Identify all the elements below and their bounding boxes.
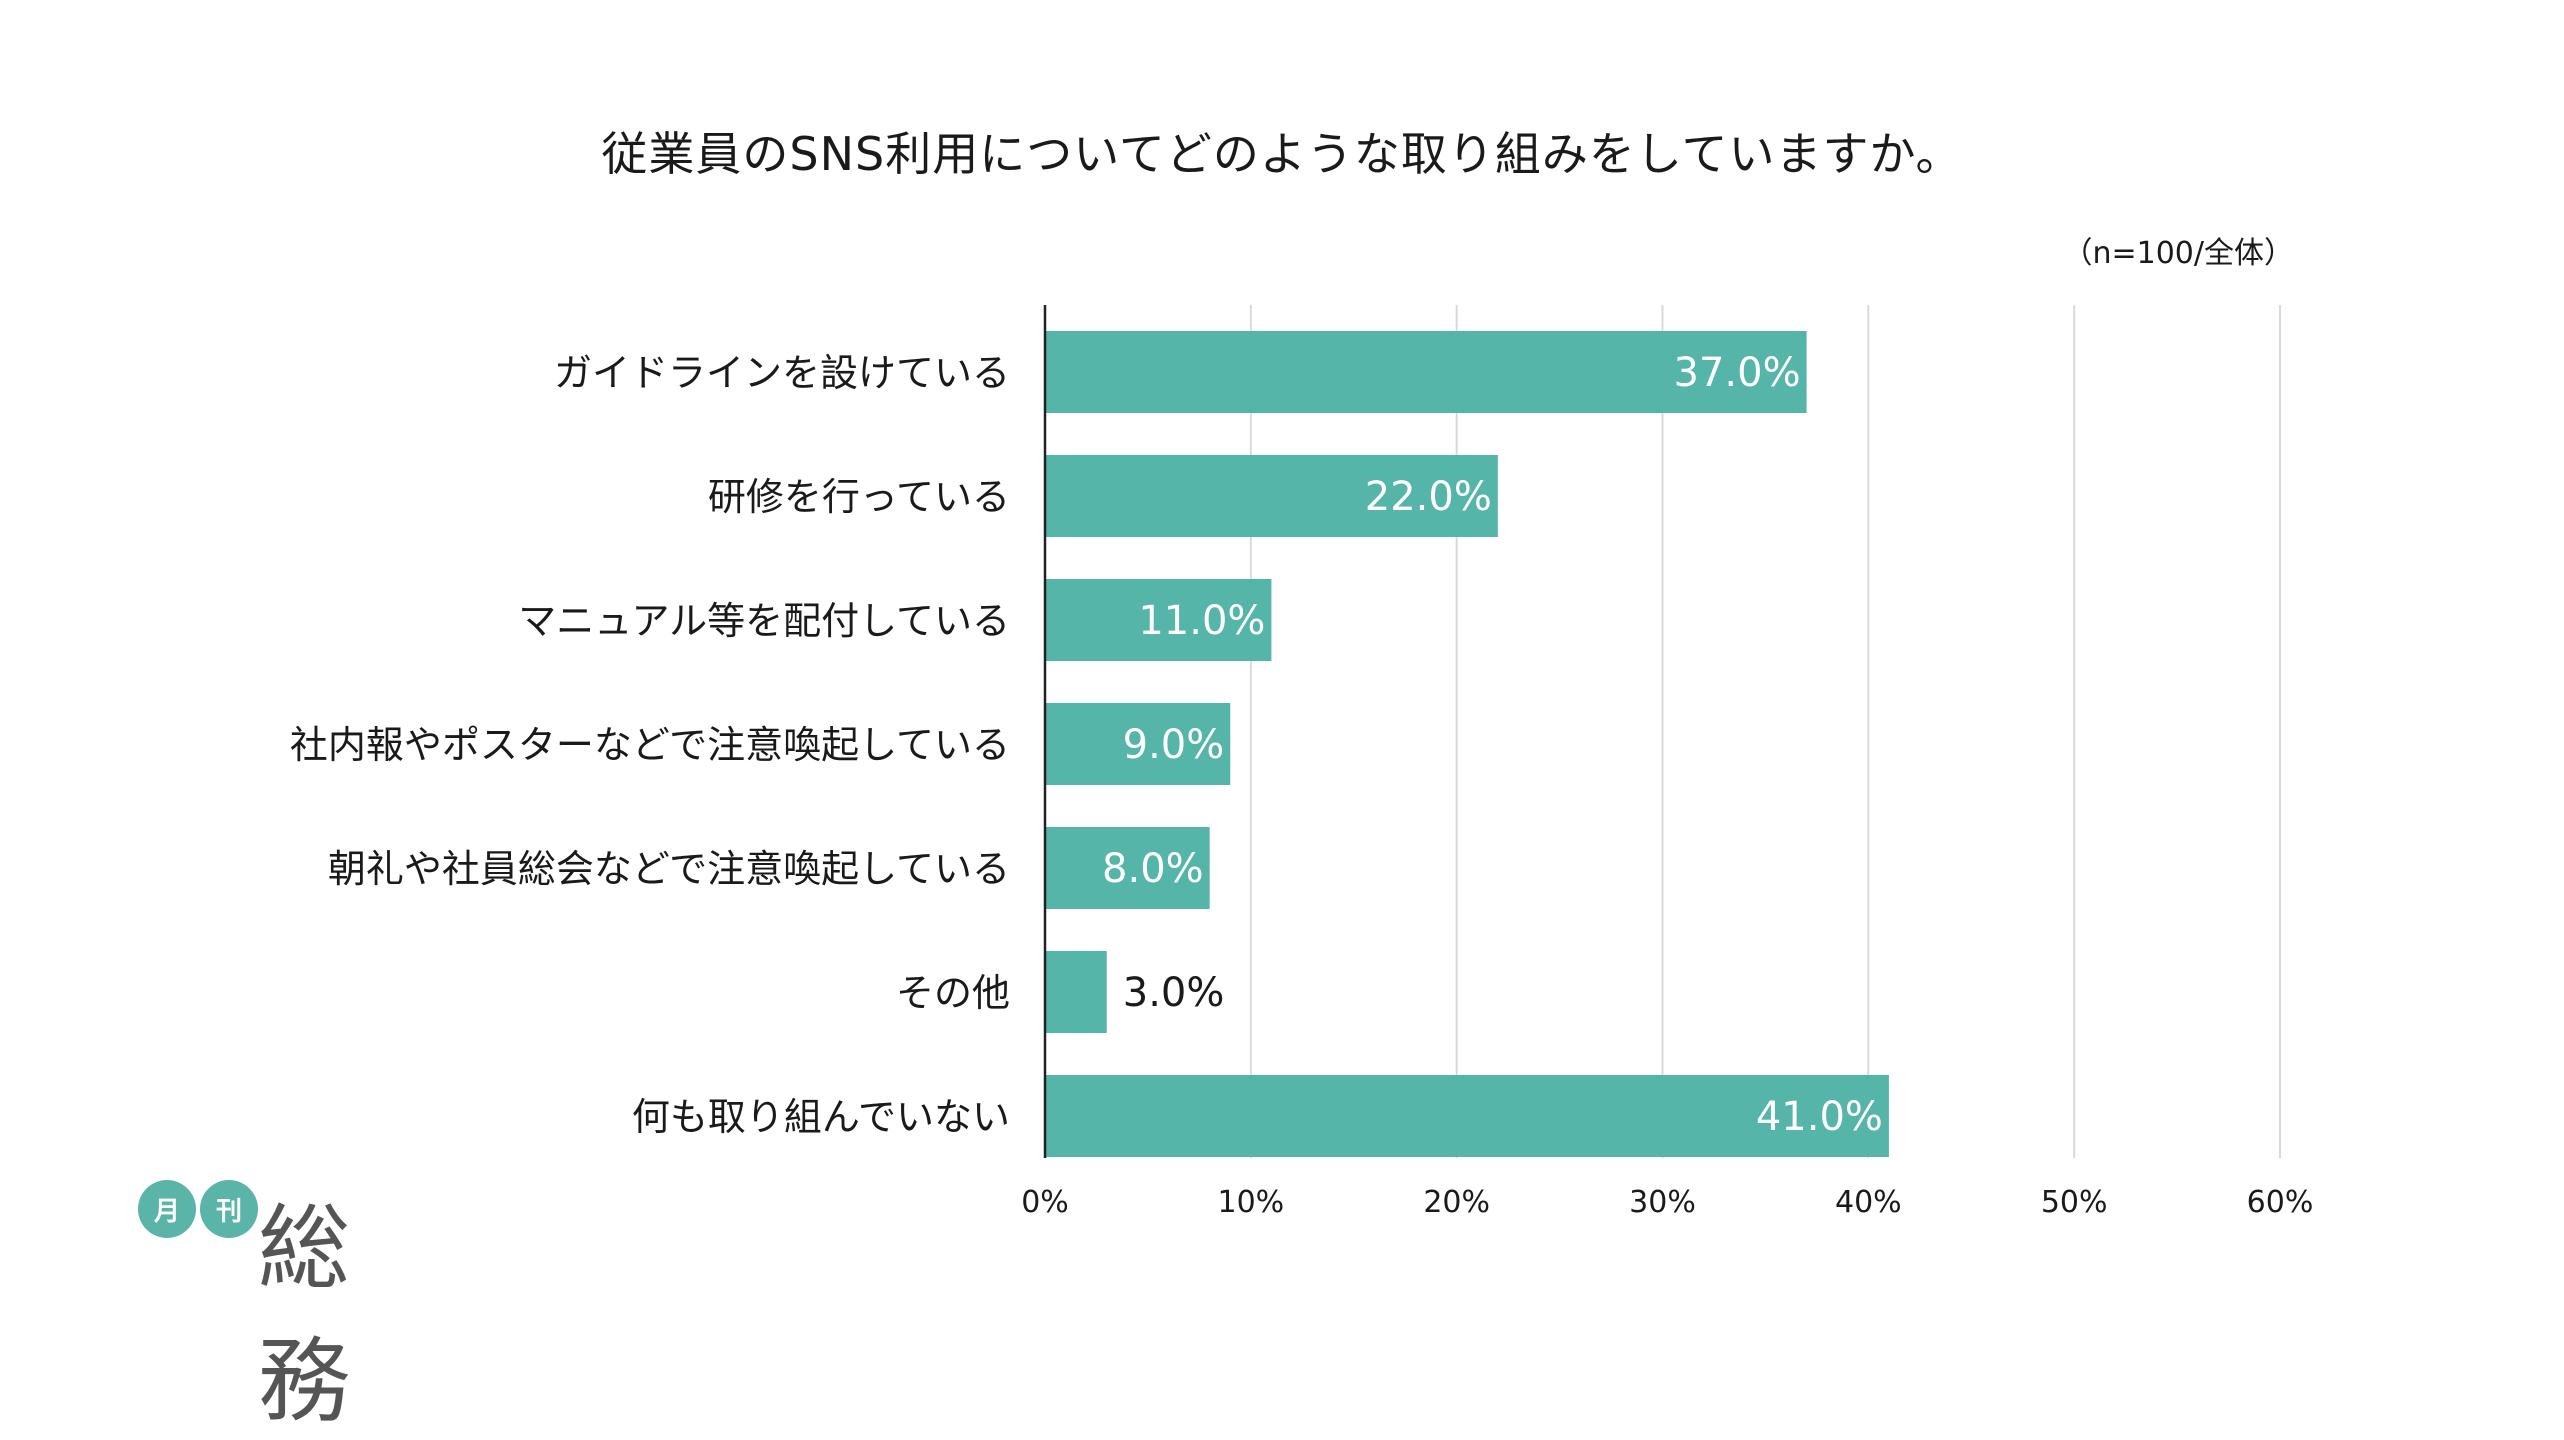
x-tick-label: 30% <box>1629 1185 1696 1220</box>
bar <box>1045 579 1272 661</box>
category-label: ガイドラインを設けている <box>554 351 1010 395</box>
data-label: 3.0% <box>1123 970 1225 1016</box>
x-tick-label: 60% <box>2247 1185 2314 1220</box>
data-label: 41.0% <box>1756 1094 1883 1140</box>
category-label: 研修を行っている <box>708 475 1010 519</box>
x-tick-label: 0% <box>1021 1185 1069 1220</box>
bar <box>1045 1075 1889 1157</box>
category-label: その他 <box>896 971 1010 1015</box>
x-tick-label: 50% <box>2041 1185 2108 1220</box>
chart-figure: 従業員のSNS利用についてどのような取り組みをしていますか。 （n=100/全体… <box>138 127 2313 1435</box>
bar <box>1045 951 1107 1033</box>
x-tick-label: 20% <box>1423 1185 1490 1220</box>
bar <box>1045 703 1231 785</box>
data-label: 22.0% <box>1365 474 1492 520</box>
x-tick-label: 40% <box>1835 1185 1902 1220</box>
logo: 月 刊 総務 <box>138 1180 438 1435</box>
bars: 37.0% 22.0% 11.0% 9.0% 8.0% 3.0% 41.0% <box>1045 331 1889 1157</box>
data-label: 8.0% <box>1102 846 1204 892</box>
category-label: 朝礼や社員総会などで注意喚起している <box>328 847 1010 891</box>
logo-wordmark: 総務 <box>258 1195 353 1435</box>
chart-title: 従業員のSNS利用についてどのような取り組みをしていますか。 <box>601 127 1963 181</box>
category-labels: ガイドラインを設けている研修を行っているマニュアル等を配付している社内報やポスタ… <box>290 351 1010 1139</box>
grid-lines <box>1249 305 2281 1158</box>
logo-circle-publish: 刊 <box>200 1180 258 1238</box>
sample-note: （n=100/全体） <box>2062 236 2294 271</box>
category-label: 何も取り組んでいない <box>632 1095 1010 1139</box>
bar <box>1045 331 1807 413</box>
logo-circle-month: 月 <box>138 1180 196 1238</box>
data-label: 9.0% <box>1123 722 1225 768</box>
data-label: 37.0% <box>1674 350 1801 396</box>
bar <box>1045 827 1210 909</box>
x-tick-labels: 0% 10% 20% 30% 40% 50% 60% <box>1021 1185 2313 1220</box>
data-label: 11.0% <box>1138 598 1265 644</box>
category-label: マニュアル等を配付している <box>518 599 1010 643</box>
bar <box>1045 455 1498 537</box>
bar-chart: 37.0% 22.0% 11.0% 9.0% 8.0% 3.0% 41.0% ガイドラインを… <box>290 305 2313 1220</box>
x-tick-label: 10% <box>1217 1185 1284 1220</box>
category-label: 社内報やポスターなどで注意喚起している <box>290 723 1010 767</box>
